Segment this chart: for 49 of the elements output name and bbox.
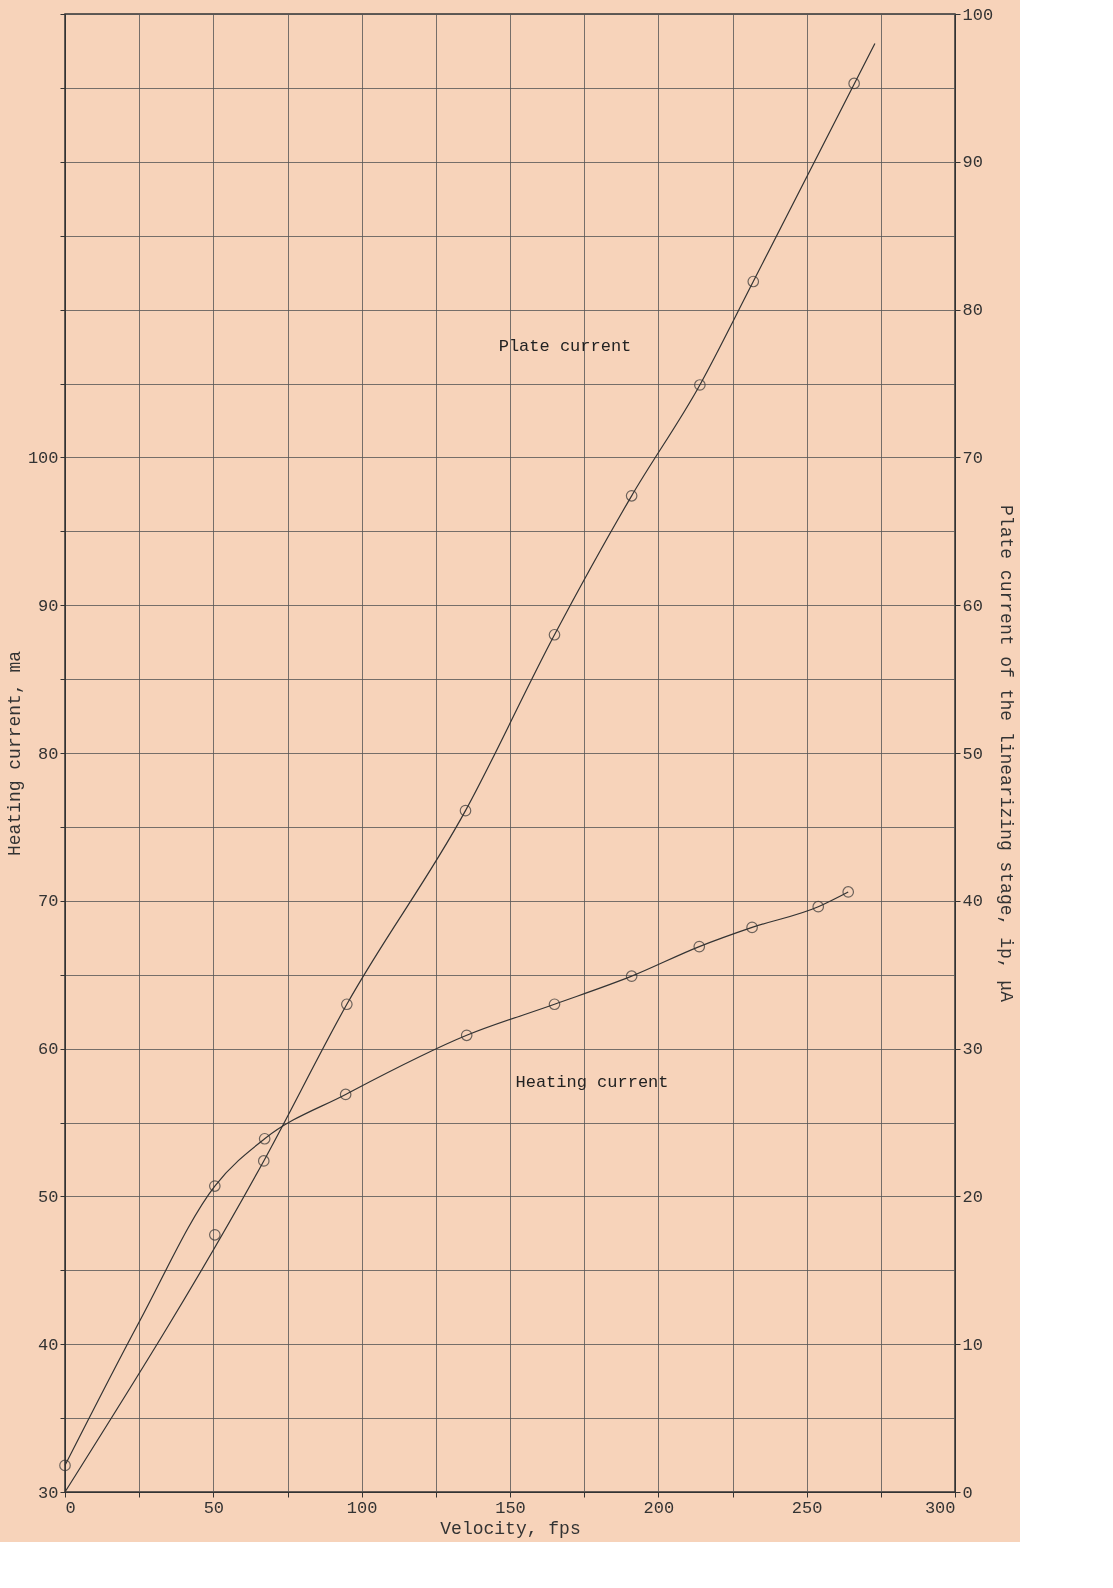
y2-tick-label: 90 bbox=[962, 153, 983, 173]
point bbox=[812, 900, 825, 913]
y2-tick-label: 50 bbox=[962, 744, 983, 764]
x-tick-label: 100 bbox=[346, 1498, 378, 1518]
y2-tick-label: 30 bbox=[962, 1040, 983, 1060]
x-tick-label: 150 bbox=[495, 1498, 526, 1518]
y-axis-title: Heating current, ma bbox=[4, 650, 25, 857]
y2-tick-label: 60 bbox=[962, 596, 983, 616]
y2-tick-label: 0 bbox=[962, 1483, 973, 1503]
point bbox=[208, 1180, 221, 1192]
y-tick-label: 90 bbox=[38, 596, 59, 616]
y-tick-label: 40 bbox=[38, 1335, 59, 1355]
point bbox=[59, 1459, 71, 1472]
y-tick-label: 80 bbox=[38, 744, 59, 764]
point bbox=[694, 379, 706, 391]
y-tick-label: 70 bbox=[38, 892, 59, 912]
point bbox=[746, 921, 758, 934]
y-tick-label: 30 bbox=[38, 1483, 59, 1503]
x-tick-label: 50 bbox=[203, 1498, 225, 1518]
x-tick-label: 250 bbox=[791, 1498, 823, 1518]
point bbox=[257, 1155, 270, 1167]
x-tick-label: 300 bbox=[924, 1498, 956, 1518]
point bbox=[548, 628, 561, 641]
point bbox=[625, 489, 638, 502]
point bbox=[208, 1228, 221, 1241]
x-tick-label: 200 bbox=[643, 1498, 675, 1518]
y2-axis-title: Plate current of the linearizing stage, ip, μA bbox=[996, 505, 1017, 1003]
point bbox=[340, 998, 353, 1011]
y2-tick-label: 20 bbox=[962, 1187, 983, 1207]
point bbox=[842, 886, 855, 898]
point bbox=[548, 998, 561, 1011]
point bbox=[693, 940, 706, 953]
x-axis-title: Velocity, fps bbox=[440, 1518, 581, 1539]
x-tick-label: 0 bbox=[65, 1498, 76, 1518]
point bbox=[625, 970, 638, 983]
point bbox=[460, 1029, 473, 1042]
point bbox=[339, 1088, 352, 1101]
point bbox=[258, 1132, 271, 1145]
y2-tick-label: 80 bbox=[962, 301, 983, 321]
point bbox=[848, 77, 860, 90]
y2-tick-label: 10 bbox=[962, 1335, 983, 1355]
y2-tick-label: 100 bbox=[962, 5, 994, 25]
y2-tick-label: 40 bbox=[962, 892, 983, 912]
y-tick-label: 100 bbox=[27, 448, 59, 468]
point bbox=[459, 804, 472, 817]
y2-tick-label: 70 bbox=[962, 448, 983, 468]
y-tick-label: 50 bbox=[38, 1187, 59, 1207]
y-tick-label: 60 bbox=[38, 1040, 59, 1060]
point bbox=[747, 275, 760, 288]
